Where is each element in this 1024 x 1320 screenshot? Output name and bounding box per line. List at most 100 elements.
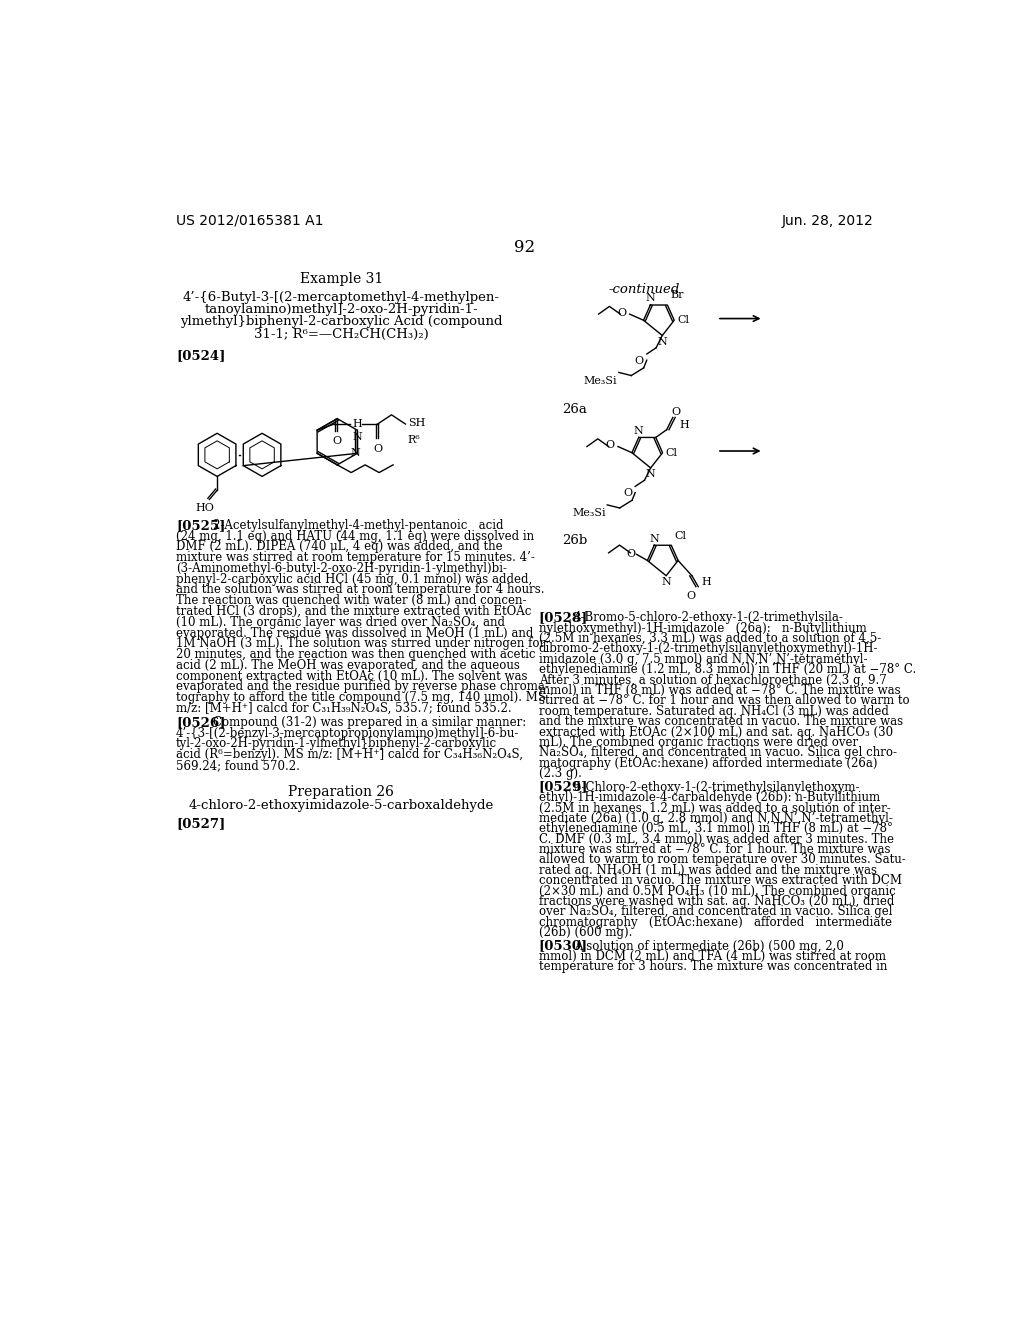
Text: (2×30 mL) and 0.5M PO₄H₃ (10 mL). The combined organic: (2×30 mL) and 0.5M PO₄H₃ (10 mL). The co…: [539, 884, 896, 898]
Text: Br: Br: [671, 290, 684, 301]
Text: 26b: 26b: [562, 535, 587, 548]
Text: tography to afford the title compound (7.5 mg, 140 μmol). MS: tography to afford the title compound (7…: [176, 692, 546, 705]
Text: O: O: [617, 308, 627, 318]
Text: mmol) in DCM (2 mL) and TFA (4 mL) was stirred at room: mmol) in DCM (2 mL) and TFA (4 mL) was s…: [539, 950, 886, 964]
Text: -continued: -continued: [608, 284, 680, 296]
Text: O: O: [606, 440, 614, 450]
Text: concentrated in vacuo. The mixture was extracted with DCM: concentrated in vacuo. The mixture was e…: [539, 874, 902, 887]
Text: O: O: [686, 590, 695, 601]
Text: O: O: [635, 355, 644, 366]
Text: US 2012/0165381 A1: US 2012/0165381 A1: [176, 214, 324, 228]
Text: and the solution was stirred at room temperature for 4 hours.: and the solution was stirred at room tem…: [176, 583, 545, 597]
Text: Preparation 26: Preparation 26: [288, 785, 394, 799]
Text: mixture was stirred at room temperature for 15 minutes. 4’-: mixture was stirred at room temperature …: [176, 552, 535, 564]
Text: [0525]: [0525]: [176, 519, 225, 532]
Text: O: O: [373, 444, 382, 454]
Text: room temperature. Saturated aq. NH₄Cl (3 mL) was added: room temperature. Saturated aq. NH₄Cl (3…: [539, 705, 889, 718]
Text: (26b) (600 mg).: (26b) (600 mg).: [539, 927, 632, 939]
Text: 4-chloro-2-ethoxyimidazole-5-carboxaldehyde: 4-chloro-2-ethoxyimidazole-5-carboxaldeh…: [188, 799, 494, 812]
Text: ethyl)-1H-imidazole-4-carbaldehyde (26b): n-Butyllithium: ethyl)-1H-imidazole-4-carbaldehyde (26b)…: [539, 791, 880, 804]
Text: A solution of intermediate (26b) (500 mg, 2.0: A solution of intermediate (26b) (500 mg…: [573, 940, 844, 953]
Text: 20 minutes, and the reaction was then quenched with acetic: 20 minutes, and the reaction was then qu…: [176, 648, 536, 661]
Text: [0526]: [0526]: [176, 715, 225, 729]
Text: [0529]: [0529]: [539, 780, 588, 793]
Text: 26a: 26a: [562, 404, 587, 416]
Text: fractions were washed with sat. aq. NaHCO₃ (20 mL), dried: fractions were washed with sat. aq. NaHC…: [539, 895, 894, 908]
Text: matography (EtOAc:hexane) afforded intermediate (26a): matography (EtOAc:hexane) afforded inter…: [539, 756, 878, 770]
Text: The reaction was quenched with water (8 mL) and concen-: The reaction was quenched with water (8 …: [176, 594, 526, 607]
Text: extracted with EtOAc (2×100 mL) and sat. aq. NaHCO₃ (30: extracted with EtOAc (2×100 mL) and sat.…: [539, 726, 893, 738]
Text: N: N: [649, 533, 659, 544]
Text: C. DMF (0.3 mL, 3.4 mmol) was added after 3 minutes. The: C. DMF (0.3 mL, 3.4 mmol) was added afte…: [539, 833, 894, 846]
Text: O: O: [623, 488, 632, 498]
Text: N: N: [645, 293, 655, 304]
Text: rated aq. NH₄OH (1 mL) was added and the mixture was: rated aq. NH₄OH (1 mL) was added and the…: [539, 863, 877, 876]
Text: (2.3 g).: (2.3 g).: [539, 767, 582, 780]
Text: N: N: [662, 577, 671, 587]
Text: nylethoxymethyl)-1H-imidazole   (26a):   n-Butyllithium: nylethoxymethyl)-1H-imidazole (26a): n-B…: [539, 622, 866, 635]
Text: evaporated. The residue was dissolved in MeOH (1 mL) and: evaporated. The residue was dissolved in…: [176, 627, 534, 640]
Text: N: N: [646, 470, 655, 479]
Text: SH: SH: [409, 417, 426, 428]
Text: imidazole (3.0 g, 7.5 mmol) and N,N,N’,N’-tetramethyl-: imidazole (3.0 g, 7.5 mmol) and N,N,N’,N…: [539, 653, 867, 665]
Text: Cl: Cl: [675, 531, 686, 541]
Text: dibromo-2-ethoxy-1-(2-trimethylsilanylethoxymethyl)-1H-: dibromo-2-ethoxy-1-(2-trimethylsilanylet…: [539, 643, 879, 655]
Text: tanoylamino)methyl]-2-oxo-2H-pyridin-1-: tanoylamino)methyl]-2-oxo-2H-pyridin-1-: [205, 304, 478, 317]
Text: temperature for 3 hours. The mixture was concentrated in: temperature for 3 hours. The mixture was…: [539, 961, 887, 973]
Text: (10 mL). The organic layer was dried over Na₂SO₄, and: (10 mL). The organic layer was dried ove…: [176, 615, 505, 628]
Text: Example 31: Example 31: [299, 272, 383, 286]
Text: Jun. 28, 2012: Jun. 28, 2012: [781, 214, 873, 228]
Text: 5-Chloro-2-ethoxy-1-(2-trimethylsilanylethoxym-: 5-Chloro-2-ethoxy-1-(2-trimethylsilanyle…: [573, 780, 859, 793]
Text: 4’-{6-Butyl-3-[(2-mercaptomethyl-4-methylpen-: 4’-{6-Butyl-3-[(2-mercaptomethyl-4-methy…: [182, 290, 500, 304]
Text: O: O: [626, 549, 635, 560]
Text: Cl: Cl: [677, 315, 689, 325]
Text: [0527]: [0527]: [176, 817, 225, 830]
Text: allowed to warm to room temperature over 30 minutes. Satu-: allowed to warm to room temperature over…: [539, 853, 905, 866]
Text: N: N: [657, 337, 668, 347]
Text: H: H: [352, 418, 362, 429]
Text: trated HCl (3 drops), and the mixture extracted with EtOAc: trated HCl (3 drops), and the mixture ex…: [176, 605, 531, 618]
Text: component extracted with EtOAc (10 mL). The solvent was: component extracted with EtOAc (10 mL). …: [176, 669, 527, 682]
Text: (24 mg, 1.1 eq) and HATU (44 mg, 1.1 eq) were dissolved in: (24 mg, 1.1 eq) and HATU (44 mg, 1.1 eq)…: [176, 529, 535, 543]
Text: mediate (26a) (1.0 g, 2.8 mmol) and N,N,N’,N’-tetramethyl-: mediate (26a) (1.0 g, 2.8 mmol) and N,N,…: [539, 812, 893, 825]
Text: stirred at −78° C. for 1 hour and was then allowed to warm to: stirred at −78° C. for 1 hour and was th…: [539, 694, 909, 708]
Text: ethylenediamine (1.2 mL, 8.3 mmol) in THF (20 mL) at −78° C.: ethylenediamine (1.2 mL, 8.3 mmol) in TH…: [539, 663, 916, 676]
Text: 92: 92: [514, 239, 536, 256]
Text: N: N: [634, 426, 644, 436]
Text: tyl-2-oxo-2H-pyridin-1-ylmethyl}biphenyl-2-carboxylic: tyl-2-oxo-2H-pyridin-1-ylmethyl}biphenyl…: [176, 738, 498, 751]
Text: Cl: Cl: [666, 447, 678, 458]
Text: acid (2 mL). The MeOH was evaporated, and the aqueous: acid (2 mL). The MeOH was evaporated, an…: [176, 659, 520, 672]
Text: (3-Aminomethyl-6-butyl-2-oxo-2H-pyridin-1-ylmethyl)bi-: (3-Aminomethyl-6-butyl-2-oxo-2H-pyridin-…: [176, 562, 507, 576]
Text: 2-Acetylsulfanylmethyl-4-methyl-pentanoic   acid: 2-Acetylsulfanylmethyl-4-methyl-pentanoi…: [213, 519, 504, 532]
Text: Me₃Si: Me₃Si: [572, 508, 606, 517]
Text: mixture was stirred at −78° C. for 1 hour. The mixture was: mixture was stirred at −78° C. for 1 hou…: [539, 843, 890, 855]
Text: H: H: [679, 420, 689, 430]
Text: evaporated and the residue purified by reverse phase chroma-: evaporated and the residue purified by r…: [176, 681, 549, 693]
Text: phenyl-2-carboxylic acid HCl (45 mg, 0.1 mmol) was added,: phenyl-2-carboxylic acid HCl (45 mg, 0.1…: [176, 573, 532, 586]
Text: [0530]: [0530]: [539, 940, 588, 953]
Text: 1M NaOH (3 mL). The solution was stirred under nitrogen for: 1M NaOH (3 mL). The solution was stirred…: [176, 638, 545, 651]
Text: 569.24; found 570.2.: 569.24; found 570.2.: [176, 759, 300, 772]
Text: (2.5M in hexanes, 3.3 mL) was added to a solution of 4,5-: (2.5M in hexanes, 3.3 mL) was added to a…: [539, 632, 881, 645]
Text: acid (R⁶=benzyl). MS m/z: [M+H⁺] calcd for C₃₄H₃₆N₂O₄S,: acid (R⁶=benzyl). MS m/z: [M+H⁺] calcd f…: [176, 748, 523, 762]
Text: N: N: [351, 449, 360, 458]
Text: O: O: [672, 408, 681, 417]
Text: Me₃Si: Me₃Si: [584, 376, 617, 385]
Text: chromatography   (EtOAc:hexane)   afforded   intermediate: chromatography (EtOAc:hexane) afforded i…: [539, 916, 892, 929]
Text: R⁶: R⁶: [408, 434, 421, 445]
Text: HO: HO: [196, 503, 214, 512]
Text: 31-1; R⁶=—CH₂CH(CH₃)₂): 31-1; R⁶=—CH₂CH(CH₃)₂): [254, 327, 428, 341]
Text: DMF (2 mL). DIPEA (740 μL, 4 eq) was added, and the: DMF (2 mL). DIPEA (740 μL, 4 eq) was add…: [176, 540, 503, 553]
Text: mmol) in THF (8 mL) was added at −78° C. The mixture was: mmol) in THF (8 mL) was added at −78° C.…: [539, 684, 900, 697]
Text: mL). The combined organic fractions were dried over: mL). The combined organic fractions were…: [539, 737, 858, 748]
Text: [0528]: [0528]: [539, 611, 588, 624]
Text: (2.5M in hexanes, 1.2 mL) was added to a solution of inter-: (2.5M in hexanes, 1.2 mL) was added to a…: [539, 801, 891, 814]
Text: over Na₂SO₄, filtered, and concentrated in vacuo. Silica gel: over Na₂SO₄, filtered, and concentrated …: [539, 906, 892, 919]
Text: Compound (31-2) was prepared in a similar manner:: Compound (31-2) was prepared in a simila…: [213, 715, 526, 729]
Text: After 3 minutes, a solution of hexachloroethane (2.3 g, 9.7: After 3 minutes, a solution of hexachlor…: [539, 673, 887, 686]
Text: and the mixture was concentrated in vacuo. The mixture was: and the mixture was concentrated in vacu…: [539, 715, 903, 729]
Text: Na₂SO₄, filtered, and concentrated in vacuo. Silica gel chro-: Na₂SO₄, filtered, and concentrated in va…: [539, 746, 897, 759]
Text: ylmethyl}biphenyl-2-carboxylic Acid (compound: ylmethyl}biphenyl-2-carboxylic Acid (com…: [180, 315, 503, 329]
Text: m/z: [M+H⁺] calcd for C₃₁H₃₉N₂O₄S, 535.7; found 535.2.: m/z: [M+H⁺] calcd for C₃₁H₃₉N₂O₄S, 535.7…: [176, 702, 512, 715]
Text: 4-Bromo-5-chloro-2-ethoxy-1-(2-trimethylsila-: 4-Bromo-5-chloro-2-ethoxy-1-(2-trimethyl…: [573, 611, 844, 624]
